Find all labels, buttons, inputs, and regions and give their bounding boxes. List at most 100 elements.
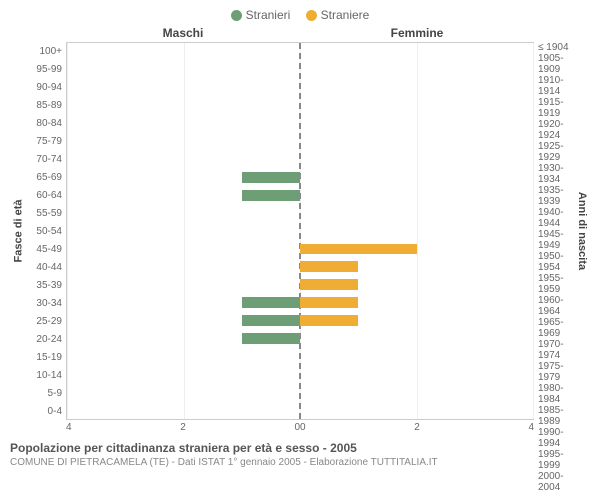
ytick-age: 15-19 — [26, 348, 66, 366]
ytick-birth: 1935-1939 — [534, 185, 574, 207]
legend-item-male: Stranieri — [231, 8, 291, 22]
bar-row — [67, 222, 533, 240]
yticks-age: 100+95-9990-9485-8980-8475-7970-7465-696… — [26, 42, 66, 420]
bar-male — [242, 315, 300, 326]
ytick-age: 0-4 — [26, 402, 66, 420]
ytick-age: 35-39 — [26, 276, 66, 294]
bar-row — [67, 330, 533, 348]
ytick-age: 65-69 — [26, 168, 66, 186]
xtick: 2 — [414, 422, 420, 433]
ytick-birth: 1980-1984 — [534, 383, 574, 405]
ytick-birth: 1940-1944 — [534, 207, 574, 229]
ylabel-right: Anni di nascita — [574, 42, 590, 420]
ytick-birth: 1910-1914 — [534, 75, 574, 97]
bar-row — [67, 383, 533, 401]
plot-area: Fasce di età 100+95-9990-9485-8980-8475-… — [10, 42, 590, 420]
ylabel-left: Fasce di età — [10, 42, 26, 420]
bar-row — [67, 204, 533, 222]
ytick-age: 40-44 — [26, 258, 66, 276]
legend-swatch-female — [306, 10, 317, 21]
bar-row — [67, 240, 533, 258]
ytick-birth: 1970-1974 — [534, 339, 574, 361]
ytick-age: 5-9 — [26, 384, 66, 402]
bar-female — [300, 297, 358, 308]
legend-label-female: Straniere — [321, 8, 370, 22]
ytick-age: 10-14 — [26, 366, 66, 384]
ytick-birth: 1945-1949 — [534, 229, 574, 251]
bar-male — [242, 333, 300, 344]
bar-row — [67, 168, 533, 186]
xticks-left: 420 — [66, 422, 300, 433]
bar-male — [242, 190, 300, 201]
chart-subtitle: COMUNE DI PIETRACAMELA (TE) - Dati ISTAT… — [10, 457, 590, 468]
chart-title: Popolazione per cittadinanza straniera p… — [10, 441, 590, 455]
ytick-birth: 1930-1934 — [534, 163, 574, 185]
ytick-age: 55-59 — [26, 204, 66, 222]
ytick-birth: 1985-1989 — [534, 405, 574, 427]
xticks-right: 0 2 4 — [300, 422, 534, 433]
population-pyramid-chart: Stranieri Straniere Maschi Femmine Fasce… — [0, 0, 600, 500]
header-female: Femmine — [300, 26, 534, 40]
ytick-age: 90-94 — [26, 78, 66, 96]
ytick-age: 80-84 — [26, 114, 66, 132]
ytick-birth: 1955-1959 — [534, 273, 574, 295]
ytick-age: 100+ — [26, 42, 66, 60]
bar-female — [300, 315, 358, 326]
ytick-birth: 1905-1909 — [534, 53, 574, 75]
ytick-birth: 1960-1964 — [534, 295, 574, 317]
legend-label-male: Stranieri — [246, 8, 291, 22]
ytick-age: 20-24 — [26, 330, 66, 348]
ytick-age: 75-79 — [26, 132, 66, 150]
ytick-age: 60-64 — [26, 186, 66, 204]
xaxis: 4 2 0 0 2 4 — [66, 422, 534, 433]
bar-male — [242, 172, 300, 183]
ytick-age: 70-74 — [26, 150, 66, 168]
bar-row — [67, 43, 533, 61]
ytick-birth: ≤ 1904 — [534, 42, 574, 53]
ytick-birth: 1950-1954 — [534, 251, 574, 273]
yticks-birth: ≤ 19041905-19091910-19141915-19191920-19… — [534, 42, 574, 420]
ytick-age: 25-29 — [26, 312, 66, 330]
header-male: Maschi — [66, 26, 300, 40]
ytick-age: 50-54 — [26, 222, 66, 240]
bar-row — [67, 115, 533, 133]
bar-row — [67, 150, 533, 168]
bar-row — [67, 258, 533, 276]
bar-row — [67, 312, 533, 330]
bar-row — [67, 61, 533, 79]
bar-female — [300, 279, 358, 290]
ytick-birth: 1975-1979 — [534, 361, 574, 383]
bar-row — [67, 276, 533, 294]
plot — [66, 42, 534, 420]
bar-row — [67, 133, 533, 151]
xtick: 4 — [528, 422, 534, 433]
xtick: 4 — [66, 422, 72, 433]
ytick-age: 95-99 — [26, 60, 66, 78]
bar-row — [67, 365, 533, 383]
bar-row — [67, 347, 533, 365]
bar-row — [67, 294, 533, 312]
bar-row — [67, 401, 533, 419]
ytick-age: 45-49 — [26, 240, 66, 258]
ytick-birth: 1925-1929 — [534, 141, 574, 163]
bar-male — [242, 297, 300, 308]
bar-row — [67, 97, 533, 115]
ytick-birth: 1990-1994 — [534, 427, 574, 449]
bar-row — [67, 79, 533, 97]
ytick-age: 30-34 — [26, 294, 66, 312]
bar-female — [300, 261, 358, 272]
ytick-birth: 1965-1969 — [534, 317, 574, 339]
legend-item-female: Straniere — [306, 8, 370, 22]
ytick-birth: 1920-1924 — [534, 119, 574, 141]
ytick-birth: 2000-2004 — [534, 471, 574, 493]
gridline — [533, 43, 534, 419]
ytick-birth: 1995-1999 — [534, 449, 574, 471]
ytick-birth: 1915-1919 — [534, 97, 574, 119]
xtick: 0 — [300, 422, 306, 433]
column-headers: Maschi Femmine — [66, 26, 534, 40]
legend-swatch-male — [231, 10, 242, 21]
xtick: 2 — [180, 422, 186, 433]
bar-row — [67, 186, 533, 204]
ytick-age: 85-89 — [26, 96, 66, 114]
bar-female — [300, 244, 417, 255]
